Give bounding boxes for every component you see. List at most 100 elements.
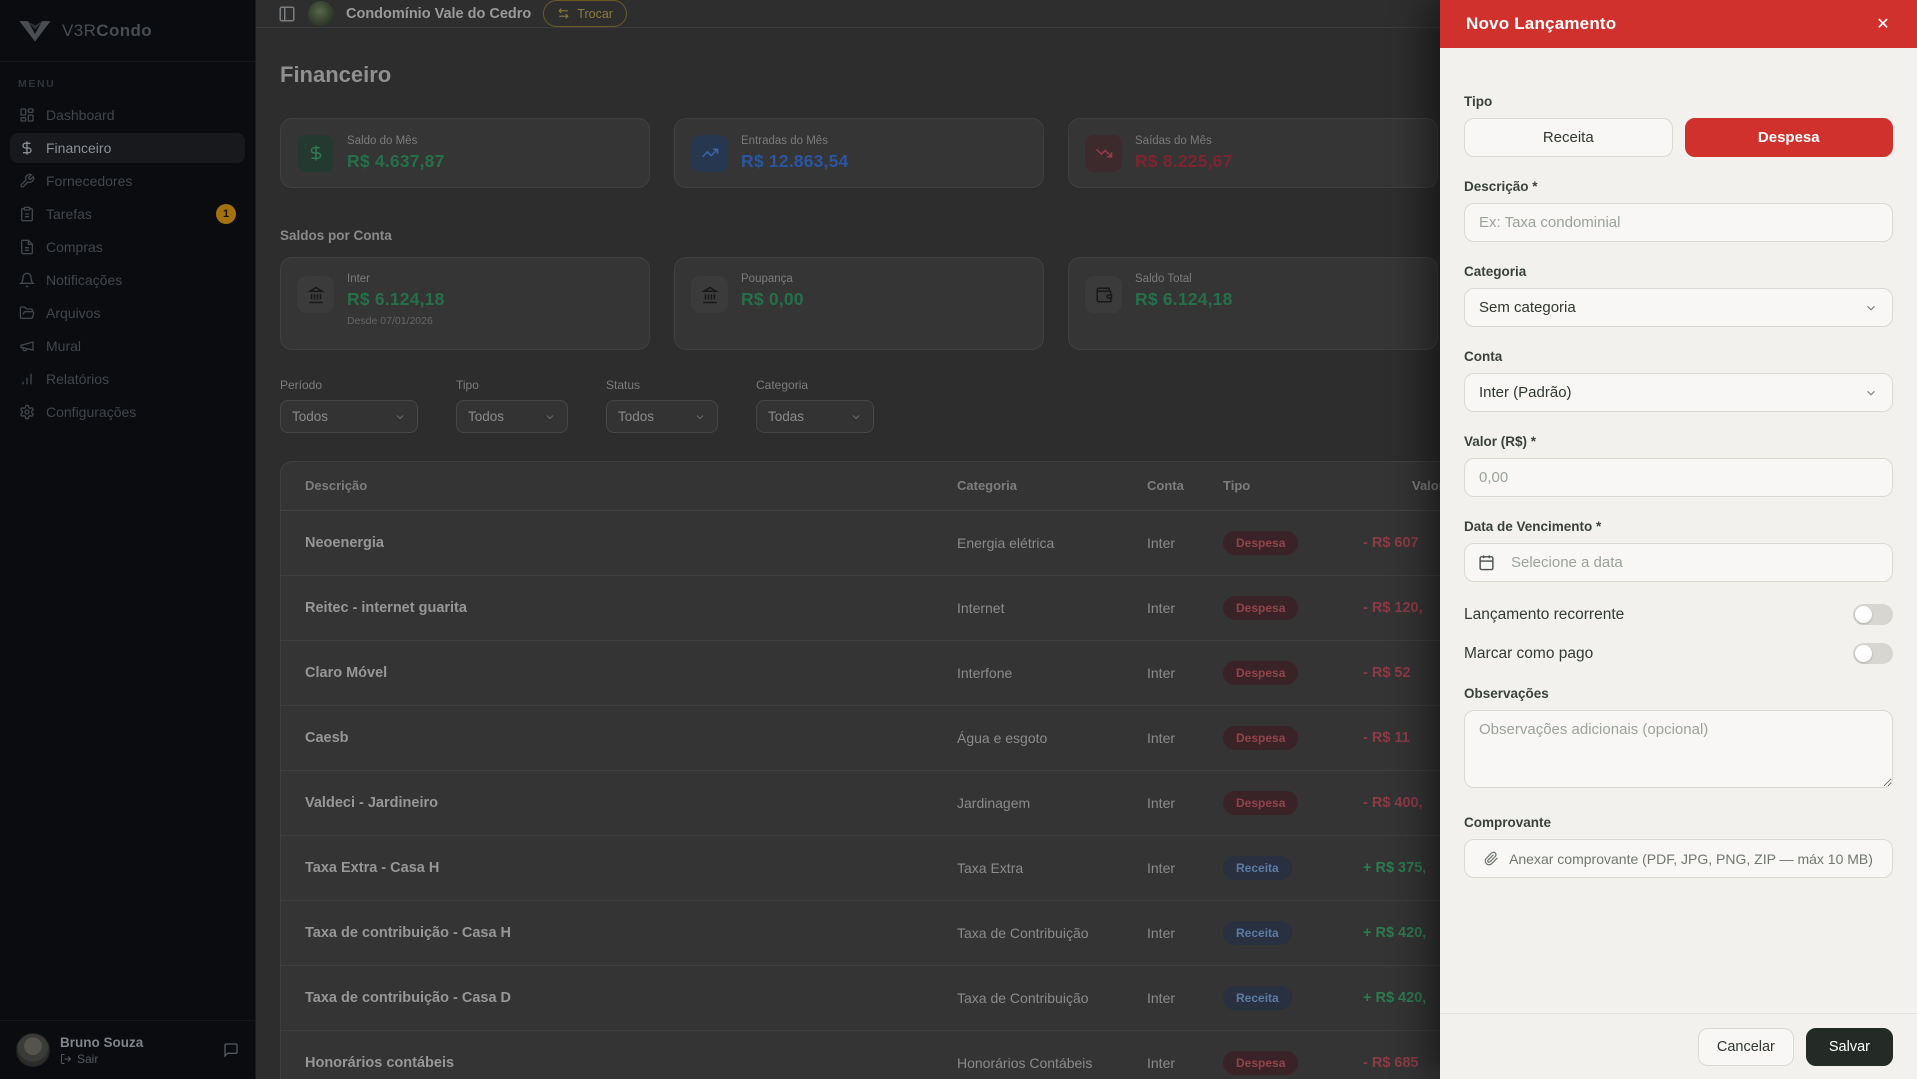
filter-tipo-select[interactable]: Todos	[456, 400, 568, 433]
cell-conta: Inter	[1131, 574, 1207, 640]
table-row[interactable]: Honorários contábeis Honorários Contábei…	[281, 1029, 1559, 1079]
conta-label: Conta	[1464, 349, 1503, 364]
folder-icon	[19, 305, 35, 321]
sidebar-item-relatorios[interactable]: Relatórios	[10, 364, 245, 394]
sidebar-item-dashboard[interactable]: Dashboard	[10, 100, 245, 130]
sidebar-item-label: Configurações	[46, 404, 137, 420]
sidebar-item-notificacoes[interactable]: Notificações	[10, 265, 245, 295]
pago-toggle[interactable]	[1853, 643, 1893, 664]
recorrente-toggle[interactable]	[1853, 604, 1893, 625]
recorrente-label: Lançamento recorrente	[1464, 605, 1625, 623]
account-label: Saldo Total	[1135, 273, 1192, 285]
cancel-button[interactable]: Cancelar	[1697, 1027, 1794, 1066]
filter-value: Todas	[768, 409, 805, 424]
col-descricao: Descrição	[281, 462, 941, 511]
cell-conta: Inter	[1131, 964, 1207, 1030]
tipo-badge: Despesa	[1223, 790, 1299, 815]
table-row[interactable]: Taxa Extra - Casa H Taxa Extra Inter Rec…	[281, 834, 1559, 900]
card-saldo-total: Saldo Total R$ 6.124,18	[1068, 257, 1438, 350]
filter-categoria-select[interactable]: Todas	[756, 400, 874, 433]
tipo-label: Tipo	[1464, 94, 1493, 109]
observacoes-textarea[interactable]	[1464, 710, 1893, 788]
dollar-icon	[19, 140, 35, 156]
message-square-icon[interactable]	[223, 1042, 239, 1058]
sidebar-item-label: Financeiro	[46, 140, 112, 156]
switch-condo-button[interactable]: Trocar	[543, 0, 627, 27]
novo-lancamento-drawer: Novo Lançamento ✕ Tipo Receita Despesa D…	[1440, 0, 1917, 1079]
card-value: R$ 8.225,67	[1135, 150, 1233, 171]
sidebar-item-label: Mural	[46, 338, 82, 354]
table-row[interactable]: Claro Móvel Interfone Inter Despesa - R$…	[281, 639, 1559, 705]
drawer-footer: Cancelar Salvar	[1440, 1013, 1917, 1079]
cell-valor: - R$ 607	[1363, 534, 1419, 551]
sidebar-toggle-icon[interactable]	[278, 5, 296, 23]
file-icon	[19, 239, 35, 255]
cell-conta: Inter	[1131, 1029, 1207, 1079]
sidebar: V3RCondo MENU Dashboard Financeiro Forne…	[0, 0, 256, 1079]
col-conta: Conta	[1131, 462, 1207, 511]
cell-descricao: Valdeci - Jardineiro	[281, 769, 941, 835]
sidebar-item-configuracoes[interactable]: Configurações	[10, 397, 245, 427]
table-row[interactable]: Reitec - internet guarita Internet Inter…	[281, 574, 1559, 640]
cell-categoria: Jardinagem	[941, 769, 1131, 835]
table-row[interactable]: Neoenergia Energia elétrica Inter Despes…	[281, 510, 1559, 575]
tipo-badge: Receita	[1223, 920, 1292, 945]
user-avatar[interactable]	[16, 1033, 50, 1067]
gear-icon	[19, 404, 35, 420]
chevron-down-icon	[394, 411, 406, 423]
categoria-label: Categoria	[1464, 264, 1527, 279]
categoria-select[interactable]: Sem categoria	[1464, 288, 1893, 327]
card-saldo-do-mes: Saldo do Mês R$ 4.637,87	[280, 118, 650, 188]
filter-label: Tipo	[456, 378, 479, 392]
attach-file-button[interactable]: Anexar comprovante (PDF, JPG, PNG, ZIP —…	[1464, 839, 1893, 878]
col-categoria: Categoria	[941, 462, 1131, 511]
sidebar-item-fornecedores[interactable]: Fornecedores	[10, 166, 245, 196]
chevron-down-icon	[850, 411, 862, 423]
pago-label: Marcar como pago	[1464, 644, 1594, 662]
table-row[interactable]: Caesb Água e esgoto Inter Despesa - R$ 1…	[281, 704, 1559, 770]
despesa-toggle-button[interactable]: Despesa	[1684, 118, 1893, 157]
tipo-badge: Receita	[1223, 855, 1292, 880]
sidebar-item-label: Arquivos	[46, 305, 101, 321]
descricao-input[interactable]	[1464, 203, 1893, 242]
cell-descricao: Honorários contábeis	[281, 1029, 941, 1079]
dashboard-icon	[19, 107, 35, 123]
account-note: Desde 07/01/2026	[347, 315, 433, 327]
sidebar-item-financeiro[interactable]: Financeiro	[10, 133, 245, 163]
sidebar-item-arquivos[interactable]: Arquivos	[10, 298, 245, 328]
card-conta-poupanca: Poupança R$ 0,00	[674, 257, 1044, 350]
cell-categoria: Água e esgoto	[941, 704, 1131, 770]
sidebar-item-tarefas[interactable]: Tarefas 1	[10, 199, 245, 229]
page-content: Financeiro Saldo do Mês R$ 4.637,87 Entr…	[256, 28, 1917, 1079]
receita-toggle-button[interactable]: Receita	[1464, 118, 1673, 157]
summary-cards: Saldo do Mês R$ 4.637,87 Entradas do Mês…	[280, 118, 1438, 188]
col-tipo: Tipo	[1207, 462, 1347, 511]
close-icon[interactable]: ✕	[1869, 10, 1897, 38]
table-row[interactable]: Valdeci - Jardineiro Jardinagem Inter De…	[281, 769, 1559, 835]
card-saidas-do-mes: Saídas do Mês R$ 8.225,67	[1068, 118, 1438, 188]
filter-label: Status	[606, 378, 641, 392]
valor-input[interactable]	[1464, 458, 1893, 497]
descricao-label: Descrição *	[1464, 179, 1538, 194]
table-row[interactable]: Taxa de contribuição - Casa H Taxa de Co…	[281, 899, 1559, 965]
table-row[interactable]: Taxa de contribuição - Casa D Taxa de Co…	[281, 964, 1559, 1030]
cell-descricao: Taxa de contribuição - Casa D	[281, 964, 941, 1030]
card-label: Saldo do Mês	[347, 134, 418, 147]
chevron-down-icon	[544, 411, 556, 423]
tipo-badge: Despesa	[1223, 725, 1299, 750]
sidebar-item-mural[interactable]: Mural	[10, 331, 245, 361]
sidebar-user-footer: Bruno Souza Sair	[0, 1020, 255, 1079]
account-value: R$ 6.124,18	[1135, 289, 1233, 309]
sidebar-item-label: Tarefas	[46, 206, 92, 222]
data-vencimento-input[interactable]	[1464, 543, 1893, 582]
tipo-badge: Receita	[1223, 985, 1292, 1010]
logout-button[interactable]: Sair	[60, 1052, 143, 1066]
conta-select[interactable]: Inter (Padrão)	[1464, 373, 1893, 412]
logout-label: Sair	[77, 1051, 99, 1066]
sidebar-item-compras[interactable]: Compras	[10, 232, 245, 262]
filter-status-select[interactable]: Todos	[606, 400, 718, 433]
cell-categoria: Interfone	[941, 639, 1131, 705]
filter-periodo-select[interactable]: Todos	[280, 400, 418, 433]
comprovante-label: Comprovante	[1464, 815, 1552, 830]
save-button[interactable]: Salvar	[1805, 1027, 1893, 1066]
